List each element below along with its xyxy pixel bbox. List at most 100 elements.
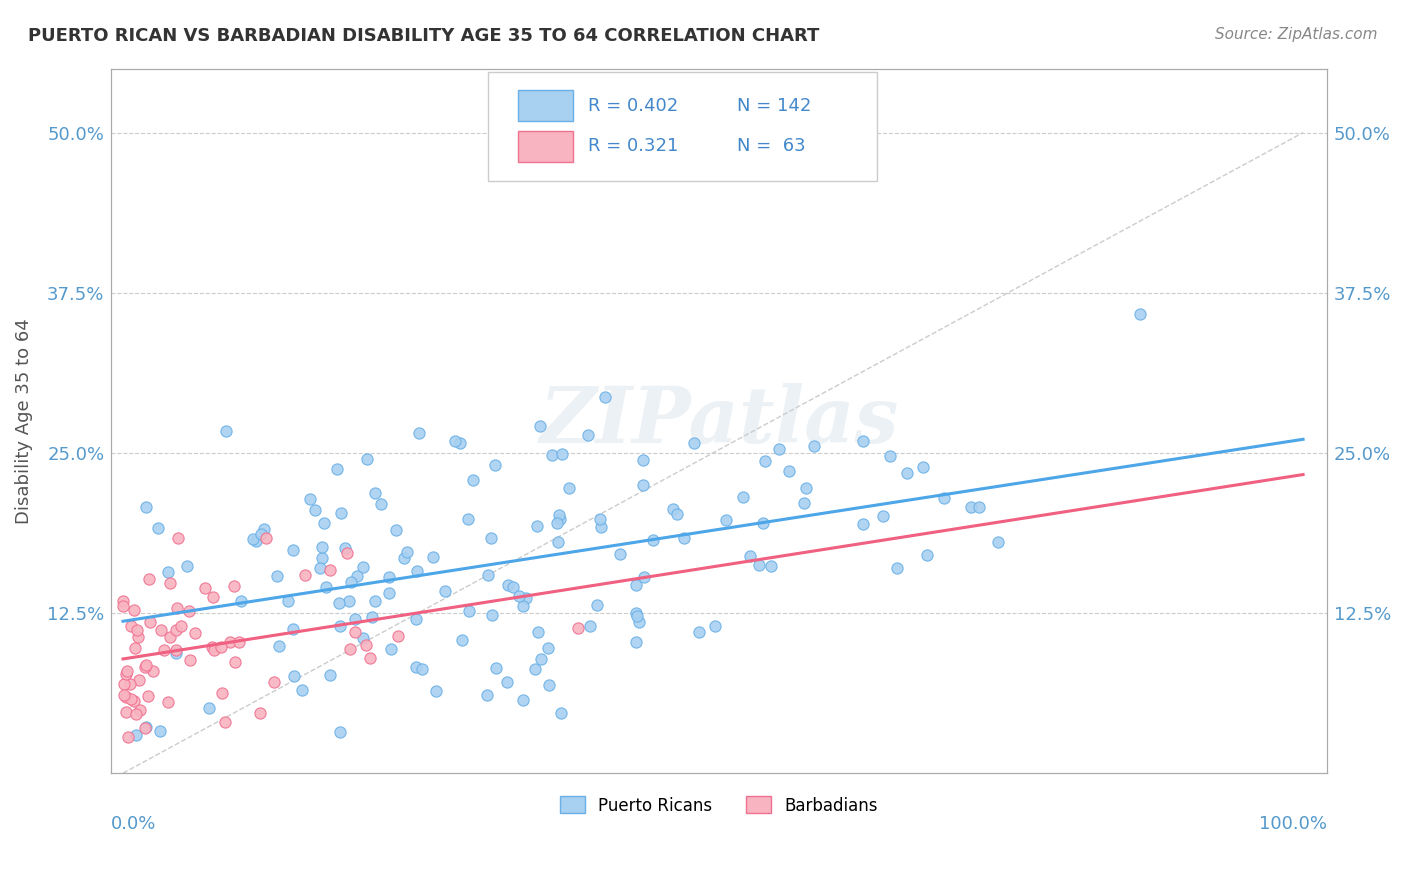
Point [283, 669, 305, 683]
Point [852, 517, 875, 532]
Point [748, 558, 770, 572]
Point [254, 531, 277, 545]
Point [337, 594, 360, 608]
Point [688, 624, 710, 639]
Point [450, 632, 472, 647]
Point [475, 689, 498, 703]
Point [672, 531, 695, 545]
Point [731, 490, 754, 504]
Point [176, 559, 198, 574]
Point [165, 623, 187, 637]
Point [214, 715, 236, 730]
Point [298, 492, 321, 507]
Point [589, 512, 612, 526]
Point [281, 543, 304, 558]
Point [546, 516, 568, 531]
Point [135, 720, 157, 734]
Point [245, 534, 267, 549]
Point [484, 458, 506, 473]
Point [283, 622, 305, 636]
Point [394, 550, 416, 565]
Point [377, 586, 399, 600]
FancyBboxPatch shape [519, 130, 574, 161]
Point [477, 567, 499, 582]
Point [959, 500, 981, 514]
Point [125, 623, 148, 637]
Point [967, 500, 990, 515]
Point [315, 580, 337, 594]
Point [496, 674, 519, 689]
Point [578, 618, 600, 632]
Point [778, 464, 800, 478]
Point [311, 550, 333, 565]
Point [253, 522, 276, 536]
Point [433, 584, 456, 599]
Point [328, 597, 350, 611]
Point [624, 635, 647, 649]
Point [219, 634, 242, 648]
Point [626, 609, 648, 624]
Point [595, 390, 617, 404]
Point [215, 424, 238, 438]
Point [242, 532, 264, 546]
Point [591, 519, 613, 533]
Point [202, 643, 225, 657]
Point [129, 703, 152, 717]
Point [115, 705, 138, 719]
Point [304, 503, 326, 517]
Point [458, 604, 481, 618]
Point [319, 563, 342, 577]
Point [932, 491, 955, 505]
Point [502, 580, 524, 594]
FancyBboxPatch shape [488, 72, 877, 181]
Point [541, 448, 564, 462]
Point [312, 516, 335, 530]
Text: PUERTO RICAN VS BARBADIAN DISABILITY AGE 35 TO 64 CORRELATION CHART: PUERTO RICAN VS BARBADIAN DISABILITY AGE… [28, 27, 820, 45]
Point [609, 547, 631, 561]
Point [631, 477, 654, 491]
Point [197, 700, 219, 714]
Point [461, 473, 484, 487]
Point [211, 686, 233, 700]
Point [380, 641, 402, 656]
Point [665, 507, 688, 521]
Point [209, 640, 232, 654]
Point [228, 634, 250, 648]
Point [125, 707, 148, 722]
Point [479, 531, 502, 545]
Point [114, 690, 136, 704]
Point [231, 594, 253, 608]
Point [157, 695, 180, 709]
Point [359, 651, 381, 665]
Point [326, 462, 349, 476]
Y-axis label: Disability Age 35 to 64: Disability Age 35 to 64 [15, 318, 32, 524]
Point [149, 724, 172, 739]
Point [872, 508, 894, 523]
Point [527, 624, 550, 639]
Point [146, 521, 169, 535]
Point [356, 452, 378, 467]
Point [631, 453, 654, 467]
Point [125, 728, 148, 742]
Point [159, 630, 181, 644]
Point [224, 655, 246, 669]
Point [385, 523, 408, 537]
Point [793, 496, 815, 510]
Point [166, 601, 188, 615]
Point [169, 619, 191, 633]
Point [896, 466, 918, 480]
Point [550, 706, 572, 720]
Point [987, 535, 1010, 549]
Point [530, 652, 553, 666]
Point [768, 442, 790, 456]
Text: ZIPatlas: ZIPatlas [540, 383, 898, 459]
Text: N =  63: N = 63 [737, 137, 806, 155]
Point [703, 618, 725, 632]
Point [754, 453, 776, 467]
Point [266, 569, 288, 583]
Point [142, 664, 165, 678]
Point [150, 624, 173, 638]
Point [444, 434, 467, 449]
Point [112, 593, 135, 607]
Point [291, 682, 314, 697]
